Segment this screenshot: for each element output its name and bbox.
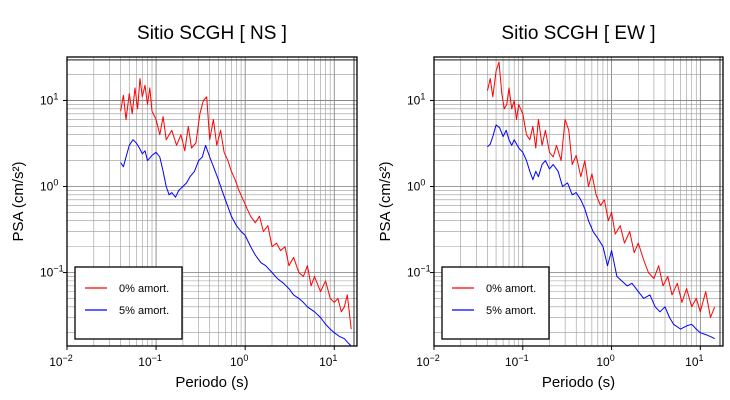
x-tick-label: 100 (596, 353, 614, 369)
plot-frame (66, 56, 358, 347)
series-line-damped (120, 139, 352, 347)
y-tick-label: 100 (407, 177, 425, 193)
x-tick-label: 10−2 (416, 353, 440, 369)
x-tick-label: 10−2 (49, 353, 73, 369)
x-tick-label: 101 (685, 353, 703, 369)
y-tick-label: 10−1 (407, 264, 431, 280)
legend-box (441, 266, 550, 340)
legend: 0% amort. 5% amort. (74, 266, 183, 340)
y-tick-label: 101 (40, 91, 58, 107)
x-axis-label: Periodo (s) (542, 374, 615, 391)
legend-label: 0% amort. (486, 283, 536, 295)
chart-title: Sitio SCGH [ NS ] (137, 23, 287, 44)
legend-box (74, 266, 183, 340)
series-line-undamped (487, 61, 716, 318)
y-tick-label: 101 (407, 91, 425, 107)
legend-label: 0% amort. (119, 283, 169, 295)
series-line-damped (487, 124, 715, 340)
y-tick-label: 10−1 (40, 264, 64, 280)
legend-label: 5% amort. (119, 305, 169, 317)
legend: 0% amort. 5% amort. (441, 266, 550, 340)
y-tick-label: 100 (40, 177, 58, 193)
x-tick-label: 101 (319, 353, 337, 369)
x-tick-label: 10−1 (138, 353, 162, 369)
chart-title: Sitio SCGH [ EW ] (501, 23, 655, 44)
plot-frame (433, 56, 724, 347)
legend-label: 5% amort. (486, 305, 536, 317)
series-line-undamped (120, 78, 352, 330)
x-tick-label: 10−1 (505, 353, 529, 369)
x-tick-label: 100 (230, 353, 248, 369)
y-axis-label: PSA (cm/s²) (10, 161, 27, 241)
chart-panel-2: 10−2 10−1 100 101 10−1 100 101 Sitio SCGH [ EW … (377, 23, 724, 391)
y-axis-label: PSA (cm/s²) (377, 161, 394, 241)
chart-panel-1: 10−2 10−1 100 101 10−1 100 101 Sitio SCGH [ NS … (10, 23, 358, 391)
x-axis-label: Periodo (s) (175, 374, 248, 391)
